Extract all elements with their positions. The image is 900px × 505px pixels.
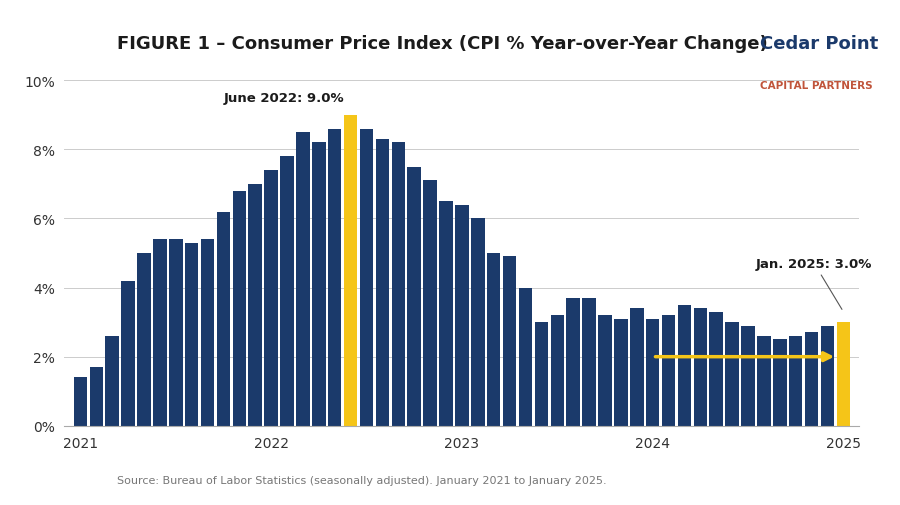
Bar (646, 319, 660, 426)
Bar (217, 212, 230, 426)
Bar (169, 240, 183, 426)
Bar (694, 309, 707, 426)
Bar (344, 116, 357, 426)
Bar (503, 257, 517, 426)
Bar (248, 184, 262, 426)
Bar (74, 378, 87, 426)
Bar (709, 312, 723, 426)
Bar (312, 143, 326, 426)
Bar (439, 202, 453, 426)
Bar (375, 140, 389, 426)
Text: June 2022: 9.0%: June 2022: 9.0% (223, 92, 344, 105)
Bar (789, 336, 803, 426)
Bar (773, 340, 787, 426)
Bar (614, 319, 627, 426)
Bar (153, 240, 166, 426)
Bar (423, 181, 436, 426)
Bar (725, 323, 739, 426)
Bar (582, 298, 596, 426)
Bar (280, 157, 293, 426)
Bar (408, 167, 421, 426)
Bar (137, 254, 150, 426)
Bar (837, 323, 850, 426)
Bar (821, 326, 834, 426)
Bar (551, 316, 564, 426)
Bar (535, 323, 548, 426)
Bar (598, 316, 612, 426)
Text: CAPITAL PARTNERS: CAPITAL PARTNERS (760, 81, 873, 91)
Bar (757, 336, 770, 426)
Bar (328, 129, 341, 426)
Bar (296, 133, 310, 426)
Bar (105, 336, 119, 426)
Bar (201, 240, 214, 426)
Bar (232, 191, 246, 426)
Bar (360, 129, 373, 426)
Bar (678, 305, 691, 426)
Text: Cedar Point: Cedar Point (760, 35, 878, 54)
Bar (184, 243, 198, 426)
Bar (662, 316, 675, 426)
Bar (471, 219, 484, 426)
Bar (487, 254, 500, 426)
Text: Source: Bureau of Labor Statistics (seasonally adjusted). January 2021 to Januar: Source: Bureau of Labor Statistics (seas… (117, 475, 607, 485)
Bar (518, 288, 532, 426)
Bar (566, 298, 580, 426)
Bar (89, 367, 103, 426)
Bar (265, 171, 278, 426)
Bar (455, 205, 469, 426)
Bar (742, 326, 755, 426)
Bar (805, 333, 818, 426)
Bar (630, 309, 644, 426)
Text: Jan. 2025: 3.0%: Jan. 2025: 3.0% (756, 258, 872, 310)
Bar (392, 143, 405, 426)
Bar (122, 281, 135, 426)
Text: FIGURE 1 – Consumer Price Index (CPI % Year-over-Year Change): FIGURE 1 – Consumer Price Index (CPI % Y… (117, 35, 768, 54)
